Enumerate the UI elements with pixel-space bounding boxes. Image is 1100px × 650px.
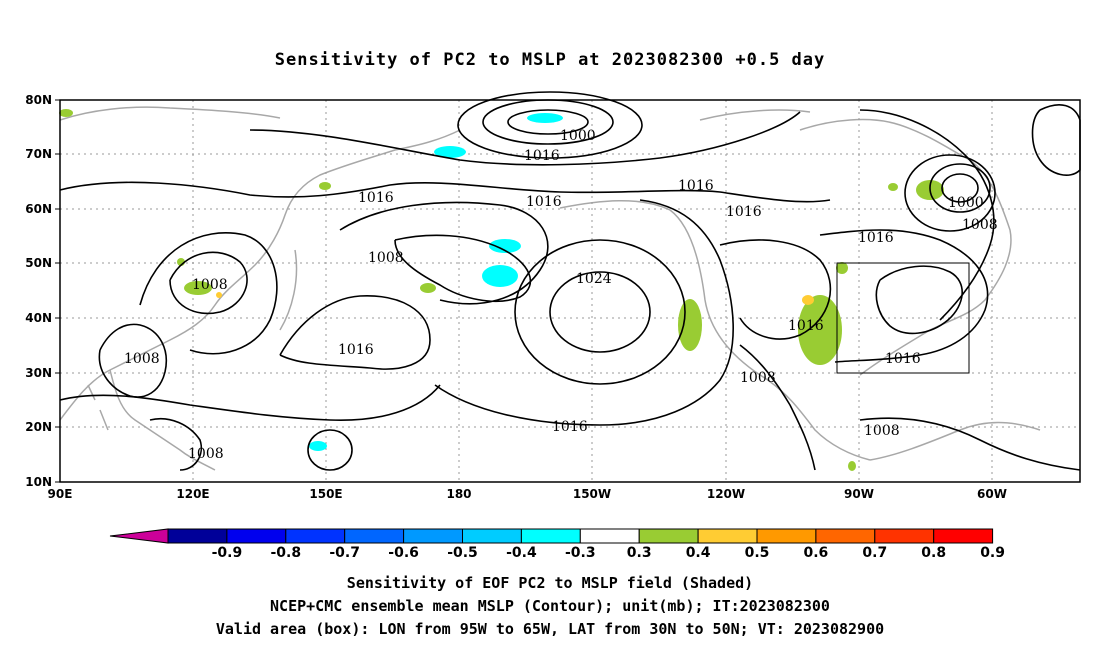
contour-label: 1016 <box>552 419 588 435</box>
valid-area-box <box>836 262 970 374</box>
footer-line-3: Valid area (box): LON from 95W to 65W, L… <box>215 620 885 638</box>
lat-tick-label: 10N <box>25 475 52 489</box>
contour-label: 1024 <box>576 271 612 287</box>
contour-label: 1016 <box>726 204 762 220</box>
positive-patch <box>184 281 212 295</box>
lat-tick-label: 70N <box>25 147 52 161</box>
colorbar-tick-label: 0.7 <box>862 545 887 561</box>
colorbar-left-cap <box>109 528 169 544</box>
colorbar-tick-label: -0.6 <box>388 545 419 561</box>
lat-tick-label: 50N <box>25 256 52 270</box>
colorbar-segment <box>167 528 228 544</box>
colorbar-segment <box>403 528 464 544</box>
contour-label: 1016 <box>885 351 921 367</box>
negative-patch <box>309 441 327 451</box>
positive-patch <box>319 182 331 190</box>
lon-tick-label: 90E <box>48 487 73 501</box>
contour-label: 1008 <box>864 423 900 439</box>
colorbar-segment <box>579 528 640 544</box>
colorbar-segment <box>462 528 522 544</box>
colorbar-tick-label: 0.4 <box>686 545 711 561</box>
lon-tick-label: 90W <box>844 487 874 501</box>
positive-patch <box>798 295 842 365</box>
lon-tick-label: 150W <box>573 487 611 501</box>
positive-patch-04 <box>802 295 814 305</box>
colorbar-segment <box>697 528 758 544</box>
contour-label: 1016 <box>338 342 374 358</box>
map-title: Sensitivity of PC2 to MSLP at 2023082300… <box>274 50 826 70</box>
mslp-contours <box>59 91 1081 471</box>
colorbar-tick-label: -0.4 <box>506 545 537 561</box>
lat-tick-label: 60N <box>25 202 52 216</box>
colorbar: -0.9 -0.8 -0.7 -0.6 -0.5 -0.4 -0.3 0.3 0.4 0.5 0.6… <box>109 528 1005 561</box>
contour-label: 1008 <box>192 277 228 293</box>
colorbar-tick-label: 0.9 <box>980 545 1005 561</box>
positive-patch <box>420 283 436 293</box>
positive-patch <box>836 262 848 274</box>
negative-patch <box>489 239 521 253</box>
lon-tick-label: 150E <box>309 487 342 501</box>
contour-label: 1016 <box>358 190 394 206</box>
positive-patch-04 <box>216 292 222 298</box>
lon-axis: 90E 120E 150E 180 150W 120W 90W 60W <box>48 487 1007 501</box>
footer-line-2: NCEP+CMC ensemble mean MSLP (Contour); u… <box>270 597 830 615</box>
lat-tick-label: 30N <box>25 366 52 380</box>
negative-patch <box>434 146 466 158</box>
lon-tick-label: 120E <box>176 487 209 501</box>
sensitivity-shading <box>59 109 944 471</box>
positive-patch <box>848 461 856 471</box>
contour-label: 1000 <box>560 128 596 144</box>
contour-label: 1008 <box>368 250 404 266</box>
colorbar-segment <box>520 528 581 544</box>
contour-label: 1016 <box>524 148 560 164</box>
colorbar-segment <box>756 528 817 544</box>
colorbar-segment <box>226 528 287 544</box>
contour-label: 1016 <box>678 178 714 194</box>
contour-label: 1000 <box>948 195 984 211</box>
contour-label: 1008 <box>188 446 224 462</box>
lon-tick-label: 60W <box>977 487 1007 501</box>
colorbar-tick-label: -0.9 <box>212 545 243 561</box>
positive-patch <box>888 183 898 191</box>
lat-tick-label: 20N <box>25 420 52 434</box>
contour-label: 1016 <box>788 318 824 334</box>
colorbar-tick-label: -0.3 <box>565 545 596 561</box>
colorbar-tick-label: 0.5 <box>745 545 770 561</box>
graticule <box>60 100 1080 482</box>
colorbar-segment <box>285 528 346 544</box>
negative-patch <box>527 113 563 123</box>
lat-tick-label: 80N <box>25 93 52 107</box>
colorbar-segment <box>638 528 699 544</box>
contour-label: 1008 <box>740 370 776 386</box>
contour-label: 1016 <box>858 230 894 246</box>
colorbar-segment <box>344 528 405 544</box>
positive-patch <box>678 299 702 351</box>
colorbar-segment <box>815 528 876 544</box>
map-frame <box>59 99 1081 483</box>
lat-tick-label: 40N <box>25 311 52 325</box>
negative-patch <box>482 265 518 287</box>
footer-line-1: Sensitivity of EOF PC2 to MSLP field (Sh… <box>346 574 754 592</box>
contour-labels: 1000 1016 1016 1016 1016 1016 1000 1008 … <box>124 128 998 462</box>
contour-label: 1016 <box>526 194 562 210</box>
lon-tick-label: 120W <box>707 487 745 501</box>
colorbar-tick-label: 0.8 <box>921 545 946 561</box>
colorbar-segment <box>933 528 994 544</box>
lat-axis: 80N 70N 60N 50N 40N 30N 20N 10N <box>25 93 60 489</box>
lon-tick-label: 180 <box>446 487 471 501</box>
contour-label: 1008 <box>962 217 998 233</box>
colorbar-tick-label: 0.3 <box>627 545 652 561</box>
colorbar-tick-label: 0.6 <box>803 545 828 561</box>
colorbar-tick-label: -0.5 <box>447 545 478 561</box>
colorbar-tick-label: -0.8 <box>270 545 301 561</box>
positive-patch <box>59 109 73 117</box>
contour-label: 1008 <box>124 351 160 367</box>
colorbar-tick-label: -0.7 <box>329 545 360 561</box>
colorbar-segment <box>874 528 935 544</box>
